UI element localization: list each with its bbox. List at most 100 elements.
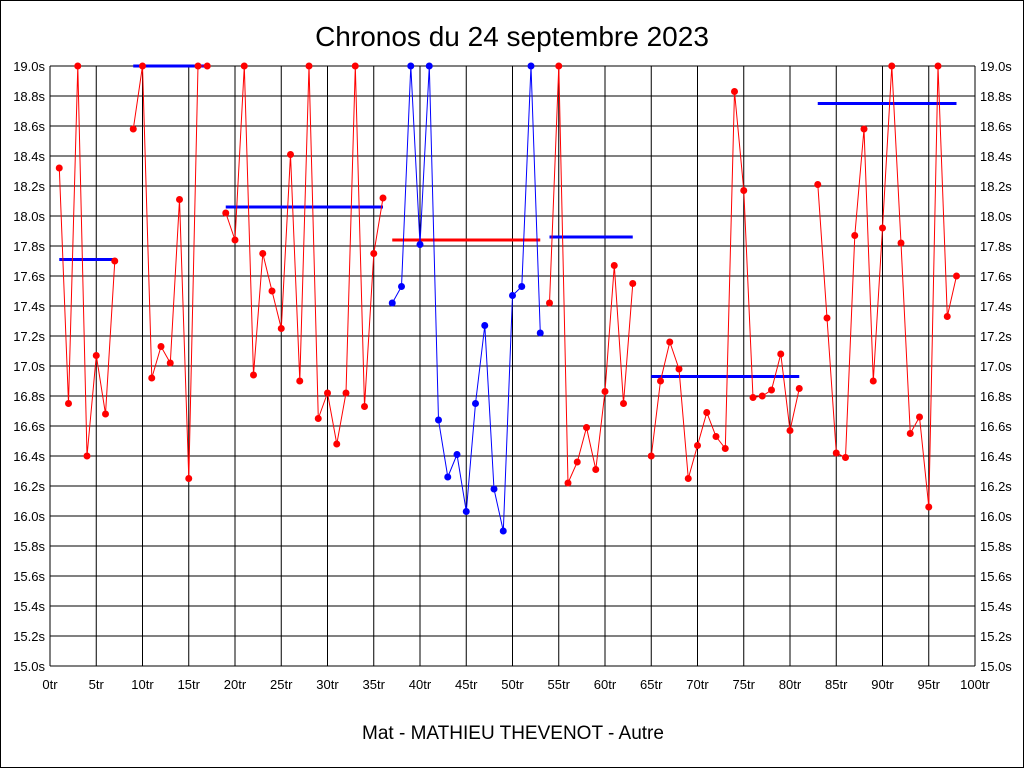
data-point <box>416 241 424 248</box>
data-point <box>675 365 683 373</box>
data-point <box>703 409 711 416</box>
data-point <box>610 262 618 269</box>
data-point <box>407 62 415 70</box>
y-tick-label: 17.0s <box>980 359 1012 374</box>
x-tick-label: 75tr <box>733 677 756 692</box>
series-line <box>225 65 384 445</box>
data-point <box>453 451 461 458</box>
data-point <box>203 62 211 70</box>
data-point <box>379 194 387 202</box>
data-point <box>953 272 960 280</box>
data-point <box>657 377 664 385</box>
x-tick-label: 45tr <box>455 677 478 692</box>
x-tick-label: 80tr <box>779 677 802 692</box>
data-point <box>869 377 877 385</box>
data-point <box>166 359 174 367</box>
data-point <box>129 125 137 133</box>
y-tick-label: 18.4s <box>13 149 45 164</box>
x-tick-label: 70tr <box>686 677 709 692</box>
data-point <box>83 452 91 460</box>
data-point <box>472 400 479 407</box>
data-point <box>555 62 563 70</box>
data-point <box>388 299 396 307</box>
y-tick-label: 18.2s <box>980 179 1012 194</box>
x-tick-label: 90tr <box>871 677 894 692</box>
data-point <box>176 196 183 203</box>
data-point <box>934 62 942 70</box>
data-point <box>721 445 729 452</box>
data-point <box>250 371 257 379</box>
x-tick-label: 85tr <box>825 677 848 692</box>
data-point <box>851 232 859 239</box>
data-point <box>712 433 720 440</box>
data-point <box>305 62 313 70</box>
data-point <box>888 62 896 70</box>
data-point <box>435 416 442 424</box>
data-point <box>333 440 341 448</box>
data-point <box>694 442 701 449</box>
data-point <box>194 62 202 70</box>
y-tick-label: 18.6s <box>980 119 1012 134</box>
y-tick-label: 15.2s <box>980 629 1012 644</box>
y-tick-label: 19.0s <box>980 59 1012 74</box>
y-tick-label: 18.0s <box>980 209 1012 224</box>
data-point <box>916 413 923 421</box>
x-tick-label: 40tr <box>409 677 432 692</box>
data-point <box>647 452 655 460</box>
data-point <box>342 389 350 397</box>
x-tick-label: 30tr <box>316 677 339 692</box>
data-point <box>398 283 405 290</box>
data-point <box>490 485 498 493</box>
data-point <box>65 400 72 407</box>
y-tick-label: 18.6s <box>13 119 45 134</box>
series-group <box>55 62 960 535</box>
data-point <box>879 224 886 232</box>
data-point <box>601 388 609 395</box>
y-axis-left: 15.0s 15.2s 15.4s 15.6s 15.8s 16.0s 16.2s 16.4s… <box>13 59 45 674</box>
data-point <box>314 415 322 422</box>
data-point <box>324 389 331 397</box>
y-tick-label: 15.2s <box>13 629 45 644</box>
x-tick-label: 5tr <box>89 677 105 692</box>
data-point <box>666 338 674 346</box>
series-line <box>132 65 208 479</box>
data-point <box>536 329 544 337</box>
chart-subtitle: Mat - MATHIEU THEVENOT - Autre <box>362 723 664 744</box>
x-tick-label: 100tr <box>960 677 990 692</box>
y-tick-label: 17.6s <box>980 269 1012 284</box>
data-point <box>55 164 63 172</box>
data-point <box>277 325 285 332</box>
data-point <box>499 527 507 535</box>
data-point <box>684 475 692 482</box>
y-tick-label: 15.0s <box>980 659 1012 674</box>
y-tick-label: 18.8s <box>980 89 1012 104</box>
x-tick-label: 50tr <box>501 677 524 692</box>
y-tick-label: 16.4s <box>980 449 1012 464</box>
data-point <box>481 322 489 329</box>
data-point <box>139 62 146 70</box>
y-tick-label: 19.0s <box>13 59 45 74</box>
data-point <box>102 410 109 418</box>
x-tick-label: 35tr <box>363 677 386 692</box>
y-tick-label: 18.4s <box>980 149 1012 164</box>
grid <box>49 65 976 667</box>
average-lines <box>59 64 957 378</box>
x-tick-label: 55tr <box>548 677 571 692</box>
data-point <box>768 386 775 394</box>
data-point <box>583 424 590 431</box>
x-tick-label: 95tr <box>918 677 941 692</box>
y-tick-label: 18.8s <box>13 89 45 104</box>
series-line <box>817 65 957 508</box>
data-point <box>74 62 82 70</box>
data-point <box>629 280 637 287</box>
y-tick-label: 17.8s <box>980 239 1012 254</box>
y-tick-label: 18.2s <box>13 179 45 194</box>
y-tick-label: 15.6s <box>13 569 45 584</box>
data-point <box>740 187 748 194</box>
series-line <box>549 65 634 484</box>
data-point <box>897 239 905 247</box>
data-point <box>832 449 840 457</box>
data-point <box>425 62 433 70</box>
data-point <box>148 374 156 382</box>
